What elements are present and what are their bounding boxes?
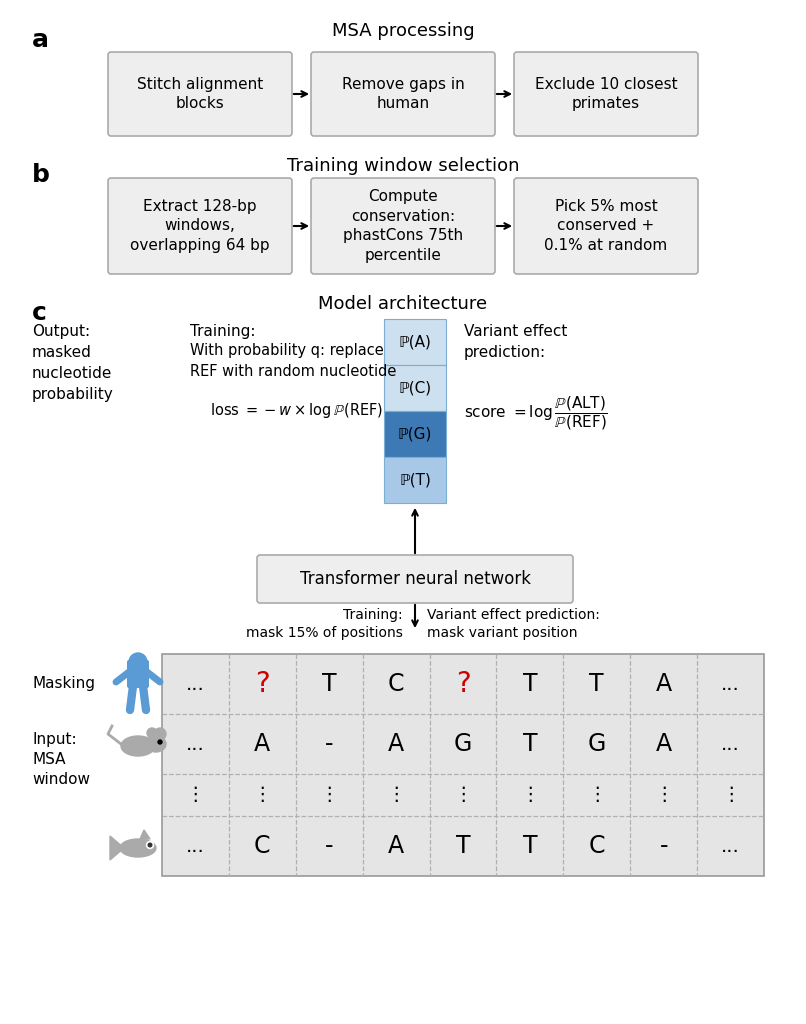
Text: Training window selection: Training window selection	[287, 157, 519, 175]
Text: T: T	[522, 732, 538, 756]
FancyBboxPatch shape	[311, 52, 495, 136]
Text: C: C	[388, 672, 405, 696]
Text: loss $= -w \times \log\mathbb{P}(\mathrm{REF})$: loss $= -w \times \log\mathbb{P}(\mathrm…	[210, 401, 384, 420]
Text: ...: ...	[721, 734, 740, 754]
FancyBboxPatch shape	[108, 52, 292, 136]
FancyBboxPatch shape	[514, 52, 698, 136]
Text: Stitch alignment
blocks: Stitch alignment blocks	[137, 77, 263, 112]
FancyBboxPatch shape	[127, 660, 149, 688]
Text: T: T	[589, 672, 604, 696]
Text: ...: ...	[186, 837, 205, 855]
Text: c: c	[32, 301, 47, 325]
Text: ⋮: ⋮	[386, 785, 406, 805]
Text: b: b	[32, 163, 50, 187]
FancyBboxPatch shape	[257, 555, 573, 603]
Text: Pick 5% most
conserved +
0.1% at random: Pick 5% most conserved + 0.1% at random	[544, 199, 667, 253]
Text: Model architecture: Model architecture	[318, 295, 488, 313]
Text: T: T	[322, 672, 337, 696]
Text: score $= \log\dfrac{\mathbb{P}(\mathrm{ALT})}{\mathbb{P}(\mathrm{REF})}$: score $= \log\dfrac{\mathbb{P}(\mathrm{A…	[464, 394, 608, 432]
Text: ?: ?	[255, 670, 270, 698]
Ellipse shape	[120, 839, 156, 857]
Circle shape	[154, 728, 166, 740]
Text: Extract 128-bp
windows,
overlapping 64 bp: Extract 128-bp windows, overlapping 64 b…	[131, 199, 270, 253]
Text: Training:: Training:	[190, 324, 256, 339]
Text: ℙ(T): ℙ(T)	[399, 472, 431, 487]
Circle shape	[148, 843, 152, 847]
Text: Remove gaps in
human: Remove gaps in human	[342, 77, 464, 112]
Text: ℙ(C): ℙ(C)	[398, 381, 431, 395]
FancyBboxPatch shape	[108, 178, 292, 274]
Circle shape	[147, 842, 153, 849]
Text: ⋮: ⋮	[721, 785, 740, 805]
Text: A: A	[388, 732, 404, 756]
Text: C: C	[254, 834, 271, 858]
Text: A: A	[388, 834, 404, 858]
FancyBboxPatch shape	[384, 319, 446, 365]
FancyBboxPatch shape	[384, 457, 446, 503]
FancyBboxPatch shape	[384, 411, 446, 457]
Text: -: -	[325, 732, 334, 756]
Text: G: G	[588, 732, 606, 756]
Text: ℙ(G): ℙ(G)	[398, 427, 432, 441]
Polygon shape	[140, 830, 150, 839]
Text: Compute
conservation:
phastCons 75th
percentile: Compute conservation: phastCons 75th per…	[343, 188, 463, 263]
Text: T: T	[522, 834, 538, 858]
Text: Exclude 10 closest
primates: Exclude 10 closest primates	[534, 77, 677, 112]
Text: ...: ...	[186, 675, 205, 693]
Text: Variant effect prediction:
mask variant position: Variant effect prediction: mask variant …	[427, 608, 600, 640]
Text: ⋮: ⋮	[587, 785, 607, 805]
Text: Output:
masked
nucleotide
probability: Output: masked nucleotide probability	[32, 324, 114, 402]
Text: -: -	[325, 834, 334, 858]
Text: A: A	[655, 672, 671, 696]
Text: Input:
MSA
window: Input: MSA window	[32, 732, 90, 786]
Text: ⋮: ⋮	[252, 785, 272, 805]
Text: ⋮: ⋮	[453, 785, 473, 805]
Text: C: C	[588, 834, 605, 858]
Text: ...: ...	[721, 837, 740, 855]
Text: ...: ...	[186, 734, 205, 754]
Text: Masking: Masking	[32, 676, 95, 691]
Text: Variant effect
prediction:: Variant effect prediction:	[464, 324, 567, 360]
Circle shape	[158, 740, 162, 744]
Text: ℙ(A): ℙ(A)	[398, 335, 431, 349]
Text: ⋮: ⋮	[654, 785, 674, 805]
Text: A: A	[655, 732, 671, 756]
Polygon shape	[110, 836, 124, 860]
Ellipse shape	[146, 736, 166, 752]
Text: A: A	[254, 732, 270, 756]
Text: -: -	[659, 834, 668, 858]
FancyBboxPatch shape	[384, 365, 446, 411]
Text: a: a	[32, 28, 49, 52]
Circle shape	[129, 653, 147, 671]
FancyBboxPatch shape	[311, 178, 495, 274]
Circle shape	[147, 728, 157, 738]
Ellipse shape	[121, 736, 155, 756]
Text: G: G	[454, 732, 472, 756]
Text: T: T	[522, 672, 538, 696]
Text: Transformer neural network: Transformer neural network	[300, 570, 530, 588]
Text: With probability q: replace
REF with random nucleotide: With probability q: replace REF with ran…	[190, 343, 397, 379]
Text: T: T	[455, 834, 471, 858]
FancyBboxPatch shape	[514, 178, 698, 274]
Text: ⋮: ⋮	[185, 785, 206, 805]
Text: ⋮: ⋮	[520, 785, 540, 805]
Text: MSA processing: MSA processing	[332, 22, 474, 40]
Text: ⋮: ⋮	[319, 785, 339, 805]
Text: ?: ?	[455, 670, 471, 698]
FancyBboxPatch shape	[162, 654, 764, 876]
Text: ...: ...	[721, 675, 740, 693]
Text: Training:
mask 15% of positions: Training: mask 15% of positions	[246, 608, 403, 640]
